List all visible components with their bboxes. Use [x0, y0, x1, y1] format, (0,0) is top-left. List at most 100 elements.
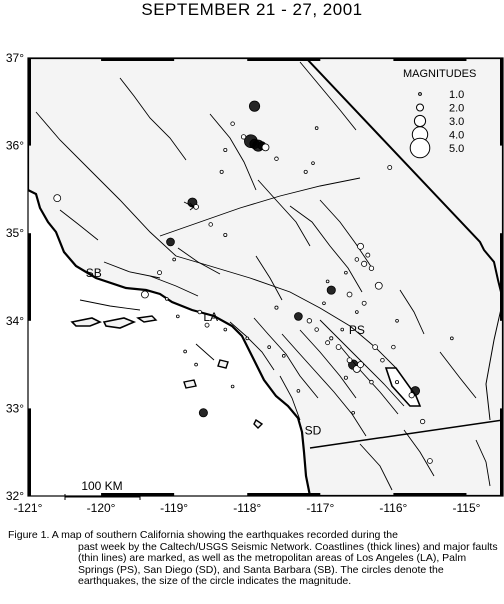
x-tick-label: -119° [160, 501, 188, 515]
figure-caption: Figure 1. A map of southern California s… [8, 529, 498, 588]
earthquake-marker [296, 389, 301, 393]
y-tick-label: 37° [6, 51, 24, 65]
earthquake-marker [395, 318, 399, 323]
earthquake-marker [240, 134, 247, 140]
earthquake-marker [369, 379, 374, 385]
earthquake-marker [372, 344, 378, 350]
earthquake-marker [172, 257, 176, 262]
earthquake-marker [314, 126, 319, 130]
x-tick-label: -121° [14, 501, 43, 515]
earthquake-marker [267, 345, 271, 349]
earthquake-marker [303, 169, 308, 174]
earthquake-marker [166, 237, 175, 247]
earthquake-marker [335, 344, 342, 350]
earthquake-marker [230, 384, 235, 389]
x-tick-label: -117° [306, 501, 334, 515]
scale-bar-label: 100 KM [81, 479, 122, 493]
legend-label: 2.0 [449, 103, 464, 115]
earthquake-marker [329, 336, 334, 341]
earthquake-marker [208, 222, 213, 227]
seismicity-map: -121° -120° -119° -118° -117° -116° -115° 32° 3… [6, 51, 504, 515]
earthquake-marker [194, 362, 198, 367]
earthquake-marker [361, 300, 367, 306]
pointer-arrow [183, 201, 195, 211]
y-tick-label: 32° [6, 489, 24, 503]
legend-label: 1.0 [449, 89, 464, 101]
earthquake-marker [314, 327, 319, 332]
earthquake-marker [361, 260, 368, 267]
earthquake-marker [165, 297, 169, 301]
legend-heading: MAGNITUDES [403, 68, 476, 80]
x-tick-labels: -121° -120° -119° -118° -117° -116° -115° [14, 501, 481, 515]
earthquake-marker [245, 336, 250, 341]
earthquake-marker [408, 392, 415, 399]
earthquake-marker [322, 301, 326, 306]
y-tick-label: 33° [6, 401, 24, 415]
earthquake-marker [230, 121, 235, 126]
earthquake-marker [197, 309, 202, 315]
earthquake-marker [380, 357, 385, 363]
earthquake-marker [274, 156, 279, 161]
earthquake-marker [141, 290, 149, 299]
earthquake-marker [368, 265, 375, 271]
colorado-river [485, 299, 503, 421]
map-title: SEPTEMBER 21 - 27, 2001 [141, 0, 363, 19]
land-area [28, 58, 503, 496]
earthquake-marker [450, 336, 454, 341]
y-tick-label: 36° [6, 139, 24, 153]
faults [35, 61, 491, 491]
earthquake-marker [395, 380, 400, 385]
magnitude-legend: MAGNITUDES 1.0 2.03.0 4.05.0 [403, 68, 476, 159]
earthquake-marker [343, 375, 348, 380]
city-label-sb: SB [86, 266, 102, 280]
earthquake-marker [53, 194, 62, 203]
city-label-sd: SD [305, 424, 322, 438]
earthquake-marker [274, 305, 279, 310]
legend-label: 3.0 [449, 116, 464, 128]
legend-circle [409, 137, 431, 159]
city-labels: SB LA PS SD [86, 266, 365, 438]
earthquake-marker [326, 285, 336, 295]
earthquake-marker [223, 327, 228, 332]
earthquake-marker [204, 322, 210, 328]
earthquake-marker [427, 458, 433, 464]
earthquake-marker [374, 281, 383, 290]
legend-label: 4.0 [449, 130, 464, 142]
earthquake-marker [357, 361, 364, 369]
state-border [305, 58, 503, 301]
earthquake-marker [198, 408, 208, 418]
y-tick-label: 35° [6, 226, 24, 240]
earthquake-marker [261, 143, 270, 152]
channel-island-3 [136, 315, 158, 323]
earthquake-marker [344, 270, 348, 275]
earthquake-markers [53, 100, 454, 464]
legend-label: 5.0 [449, 143, 464, 155]
earthquake-marker [355, 310, 359, 314]
earthquake-marker [223, 232, 228, 237]
scale-bar: 100 KM [64, 479, 141, 500]
legend-circle [416, 103, 424, 112]
earthquake-marker [419, 418, 426, 425]
x-tick-label: -120° [87, 501, 116, 515]
earthquake-marker [354, 257, 360, 262]
caption-body: past week by the Caltech/USGS Seismic Ne… [78, 540, 498, 588]
earthquake-marker [357, 242, 364, 250]
x-tick-label: -115° [452, 501, 480, 515]
earthquake-marker [325, 279, 330, 284]
earthquake-marker [387, 165, 393, 170]
earthquake-marker [183, 349, 187, 354]
earthquake-marker [281, 354, 286, 358]
earthquake-marker [294, 312, 303, 321]
earthquake-marker [306, 318, 312, 324]
channel-island-1 [70, 317, 102, 327]
caption-prefix: Figure 1. [8, 529, 50, 541]
earthquake-marker [340, 327, 345, 332]
earthquake-marker [325, 340, 331, 346]
earthquake-marker [248, 100, 261, 112]
x-tick-label: -116° [379, 501, 407, 515]
earthquake-marker [311, 161, 315, 165]
legend-circle [413, 114, 427, 128]
x-tick-label: -118° [233, 501, 261, 515]
earthquake-marker [346, 357, 353, 364]
channel-island-5 [183, 379, 197, 389]
